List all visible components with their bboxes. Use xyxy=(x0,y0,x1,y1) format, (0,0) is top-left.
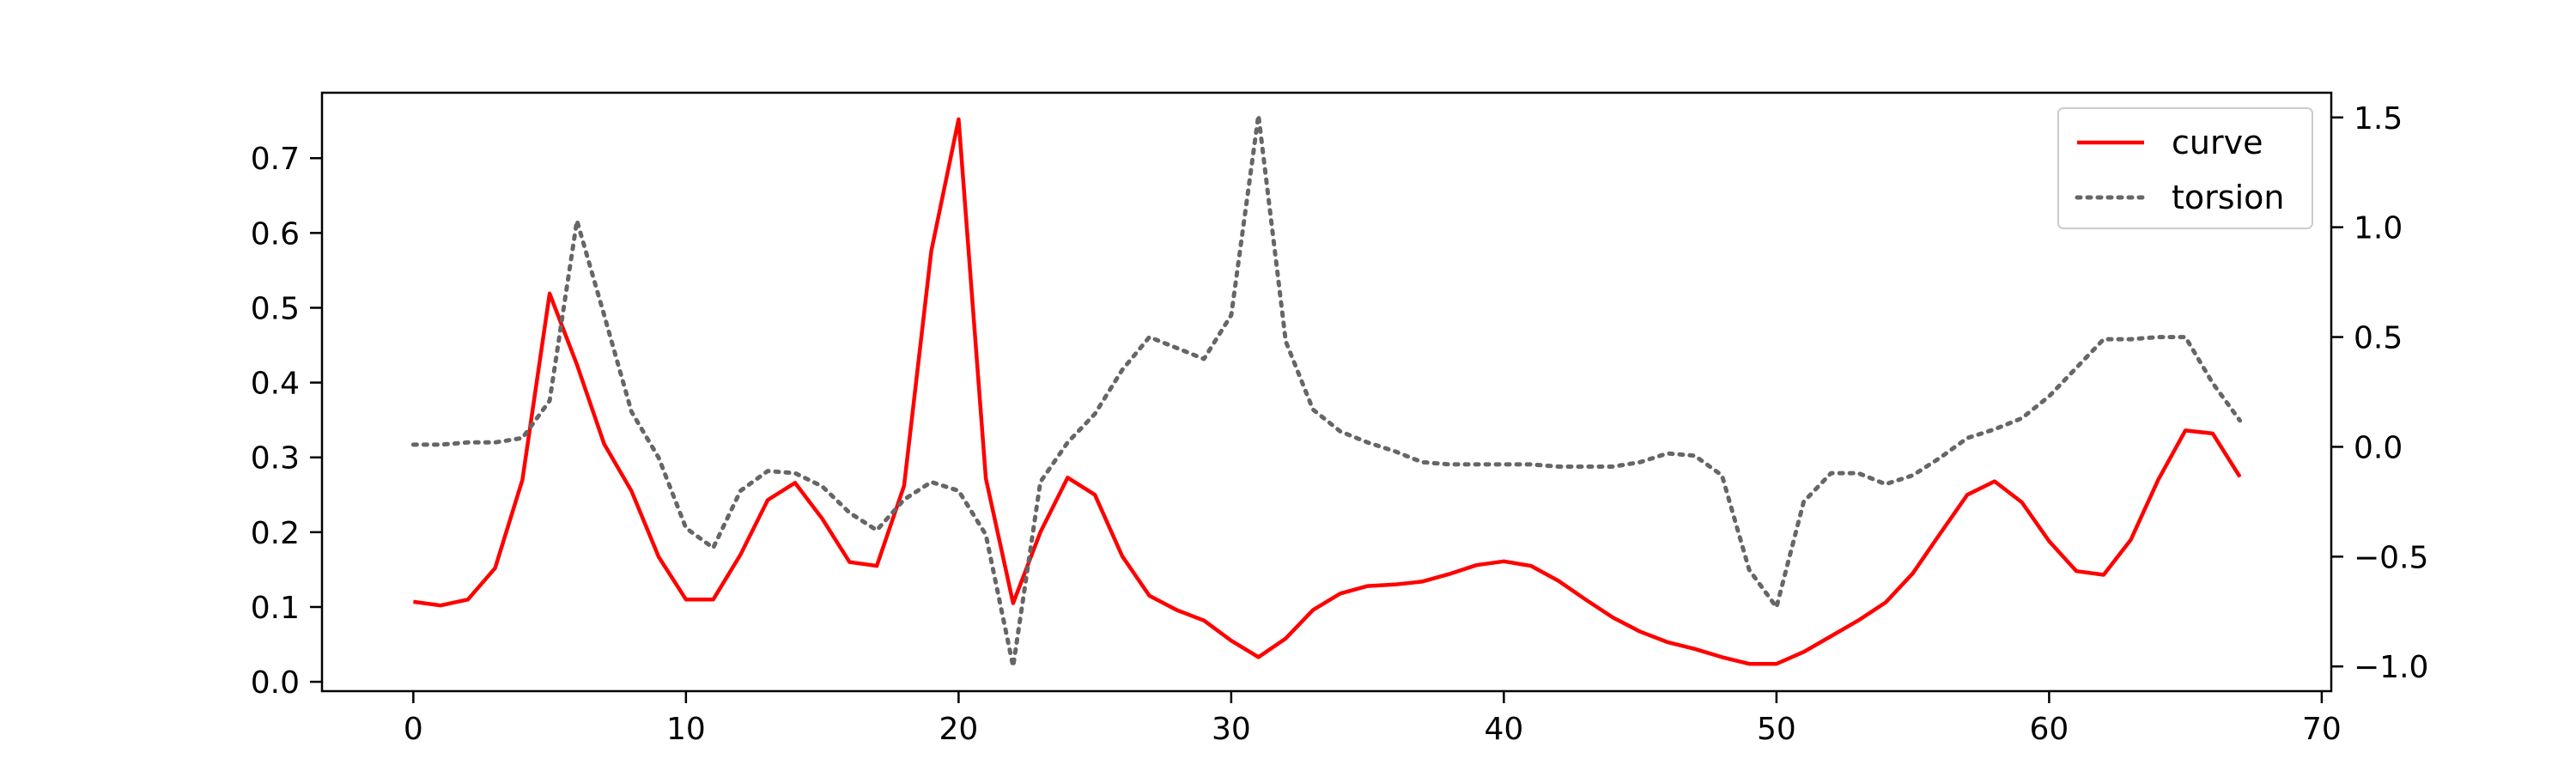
y-left-tick-label: 0.5 xyxy=(251,291,300,326)
x-tick-label: 20 xyxy=(939,712,978,747)
y-left-tick-label: 0.0 xyxy=(251,665,300,701)
plot-frame xyxy=(320,91,2333,693)
x-tick-label: 60 xyxy=(2029,712,2069,747)
series-line-curve xyxy=(413,117,2242,666)
y-right-tick-label: 0.0 xyxy=(2354,430,2403,465)
x-tick-label: 40 xyxy=(1484,712,1523,747)
x-tick-label: 70 xyxy=(2302,712,2342,747)
x-tick-label: 10 xyxy=(666,712,706,747)
y-left-tick-label: 0.4 xyxy=(251,367,300,402)
axes-group: 0 10 20 30 40 50 60 70 0.0 0.1 0.2 0.3 0.4 0.5 0.6 0.7 −… xyxy=(251,91,2428,747)
legend: curve torsion xyxy=(2057,107,2313,229)
legend-label-curve: curve xyxy=(2172,124,2263,161)
x-tick-label: 30 xyxy=(1212,712,1251,747)
y-right-tick-label: 1.5 xyxy=(2354,101,2403,137)
y-right-tick-label: −0.5 xyxy=(2354,540,2428,575)
y-left-tick-label: 0.6 xyxy=(251,216,300,252)
plot-area xyxy=(410,112,2243,669)
y-left-tick-label: 0.3 xyxy=(251,441,300,477)
legend-label-torsion: torsion xyxy=(2172,179,2284,216)
series-line-torsion xyxy=(410,112,2243,669)
y-right-tick-label: −1.0 xyxy=(2354,650,2428,685)
y-left-tick-label: 0.7 xyxy=(251,142,300,177)
y-left-tick-label: 0.2 xyxy=(251,516,300,551)
x-tick-label: 50 xyxy=(1757,712,1796,747)
y-right-tick-label: 0.5 xyxy=(2354,321,2403,356)
x-tick-label: 0 xyxy=(404,712,423,747)
y-left-tick-label: 0.1 xyxy=(251,591,300,626)
y-right-tick-label: 1.0 xyxy=(2354,211,2403,246)
